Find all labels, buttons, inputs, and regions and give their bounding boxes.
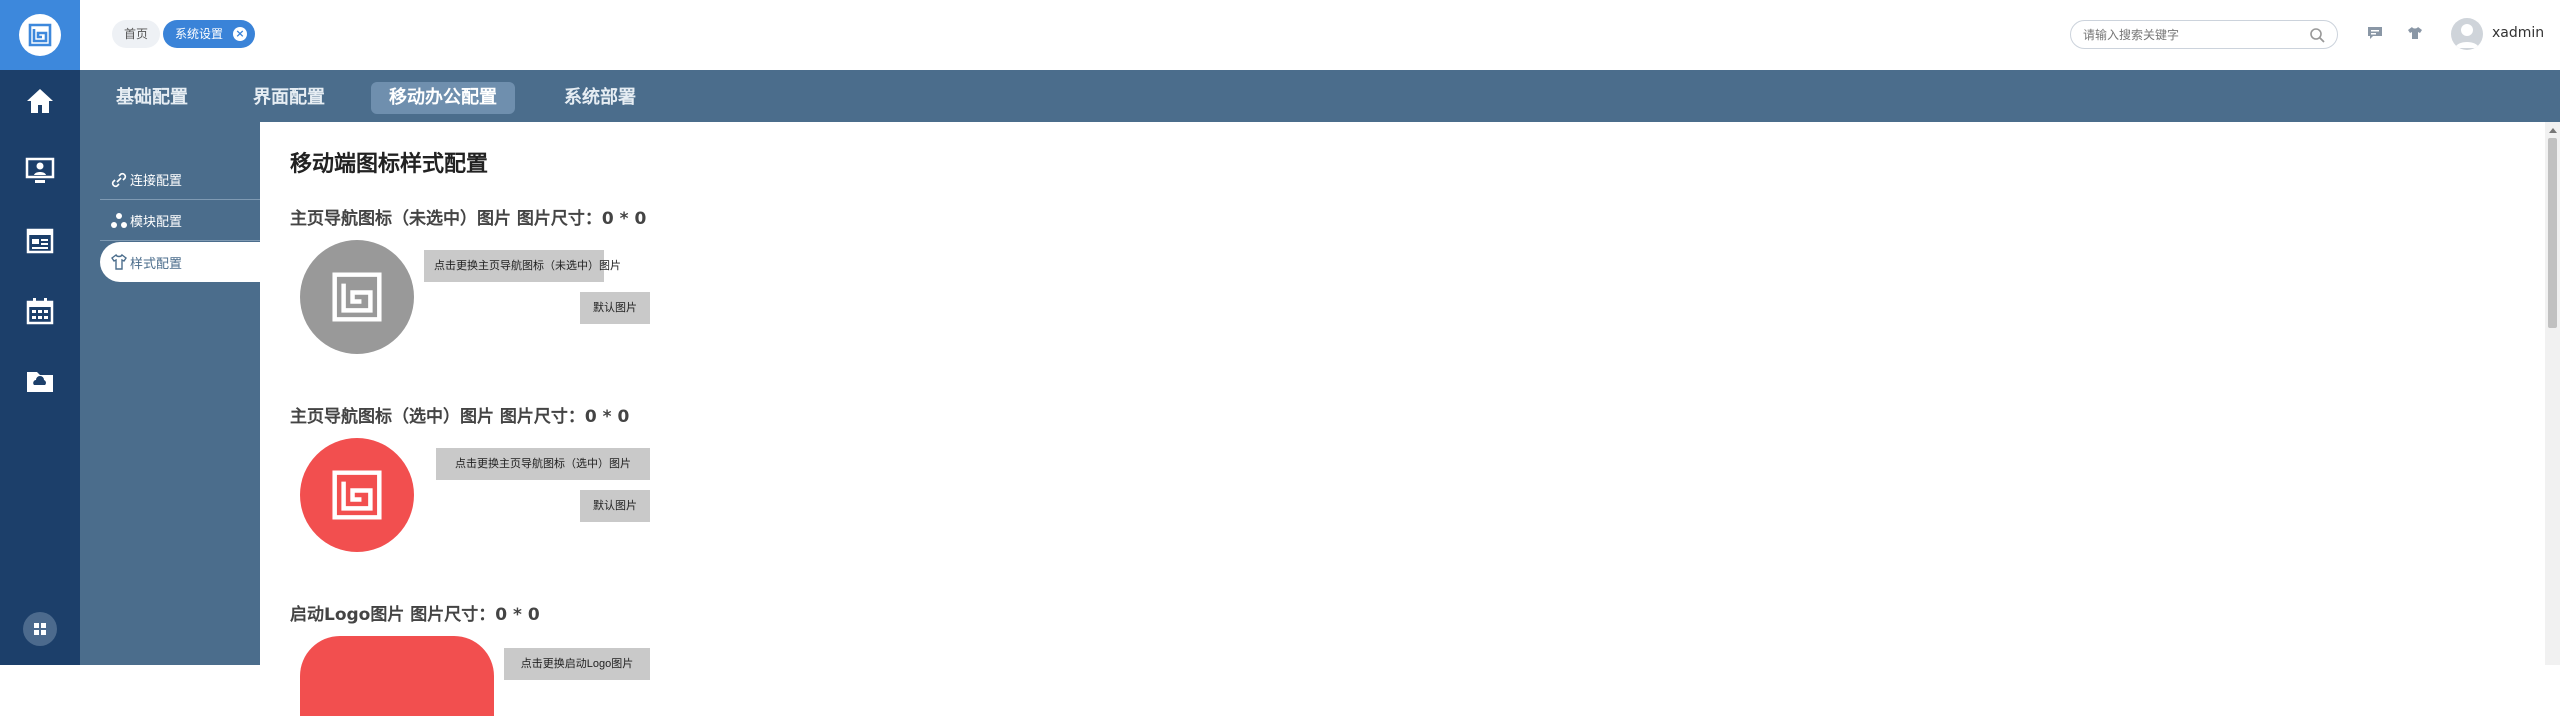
section-title-nav-unselected: 主页导航图标（未选中）图片 图片尺寸：0 * 0	[290, 209, 647, 229]
app-logo-icon	[332, 470, 382, 520]
breadcrumb-active-label: 系统设置	[175, 27, 224, 41]
config-tabbar: 基础配置 界面配置 移动办公配置 系统部署	[80, 70, 2560, 122]
icon-rail	[0, 0, 80, 665]
app-logo[interactable]	[0, 0, 80, 70]
change-nav-unselected-button[interactable]: 点击更换主页导航图标（未选中）图片	[424, 250, 621, 282]
folder-icon[interactable]	[22, 363, 58, 399]
search-box	[2070, 20, 2338, 49]
theme-shirt-icon[interactable]	[2405, 23, 2425, 43]
sub-sidebar: 连接配置 模块配置 样式配置	[80, 122, 260, 665]
app-logo-icon	[19, 14, 61, 56]
subnav-item-style[interactable]: 样式配置	[100, 242, 260, 282]
breadcrumb-active-tab[interactable]: 系统设置 ×	[163, 20, 256, 48]
subnav-item-label: 样式配置	[130, 256, 183, 272]
subnav-item-module[interactable]: 模块配置	[100, 201, 260, 241]
scrollbar-thumb[interactable]	[2548, 138, 2557, 328]
content-panel: 移动端图标样式配置 主页导航图标（未选中）图片 图片尺寸：0 * 0 点击更换主…	[260, 122, 2545, 716]
shirt-icon	[110, 253, 128, 271]
section-title-launch-logo: 启动Logo图片 图片尺寸：0 * 0	[290, 605, 540, 625]
vertical-scrollbar[interactable]	[2545, 122, 2560, 665]
breadcrumb-home[interactable]: 首页	[112, 20, 161, 48]
tab-basic-config[interactable]: 基础配置	[116, 87, 188, 108]
message-icon[interactable]	[2365, 23, 2385, 43]
subnav-item-label: 连接配置	[130, 174, 183, 189]
section-title-nav-selected: 主页导航图标（选中）图片 图片尺寸：0 * 0	[290, 407, 630, 427]
tab-system-deploy[interactable]: 系统部署	[564, 87, 636, 108]
scroll-up-arrow-icon[interactable]	[2545, 122, 2560, 137]
monitor-user-icon[interactable]	[22, 153, 58, 189]
apps-grid-icon[interactable]	[23, 612, 57, 646]
top-header: 首页 系统设置 × xadmin	[80, 0, 2560, 70]
default-image-button[interactable]: 默认图片	[580, 292, 650, 324]
subnav-item-connection[interactable]: 连接配置	[100, 160, 260, 200]
calendar-icon[interactable]	[22, 293, 58, 329]
username[interactable]: xadmin	[2492, 25, 2545, 41]
module-icon	[110, 212, 128, 230]
home-icon[interactable]	[22, 83, 58, 119]
default-image-button[interactable]: 默认图片	[580, 490, 650, 522]
news-icon[interactable]	[22, 223, 58, 259]
link-icon	[110, 171, 128, 189]
launch-logo-preview	[300, 636, 494, 716]
change-launch-logo-button[interactable]: 点击更换启动Logo图片	[504, 648, 650, 680]
nav-unselected-preview	[300, 240, 414, 354]
subnav-item-label: 模块配置	[130, 215, 183, 230]
avatar[interactable]	[2451, 18, 2483, 50]
tab-ui-config[interactable]: 界面配置	[253, 87, 325, 108]
nav-selected-preview	[300, 438, 414, 552]
search-input[interactable]	[2083, 25, 2303, 45]
app-logo-icon	[332, 272, 382, 322]
tab-mobile-office-config[interactable]: 移动办公配置	[371, 82, 515, 114]
search-icon[interactable]	[2309, 27, 2325, 47]
close-icon[interactable]: ×	[233, 27, 248, 41]
change-nav-selected-button[interactable]: 点击更换主页导航图标（选中）图片	[436, 448, 650, 480]
page-title: 移动端图标样式配置	[290, 152, 489, 177]
